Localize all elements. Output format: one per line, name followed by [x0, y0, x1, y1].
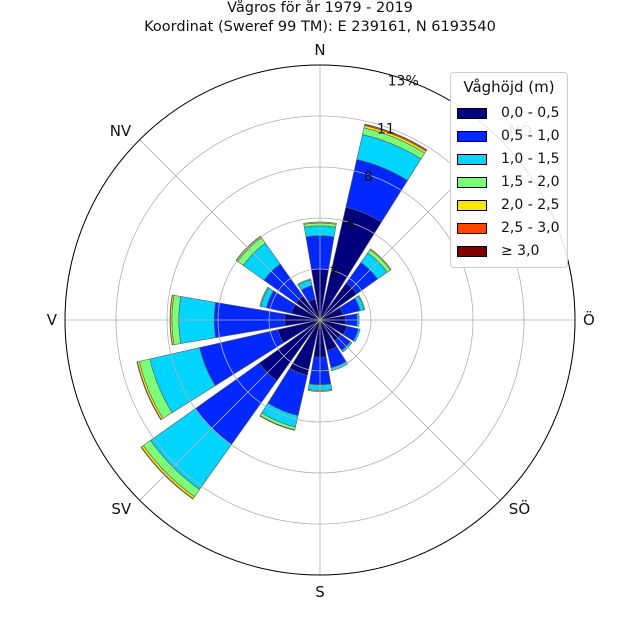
legend-swatch: [457, 108, 487, 119]
legend-swatch: [457, 223, 487, 234]
legend-label: 1,0 - 1,5: [501, 151, 560, 167]
bar-segment: [357, 295, 366, 311]
outer-border: [64, 64, 576, 576]
bar-segment: [307, 389, 333, 392]
bar-segment: [303, 221, 337, 225]
legend-label: 2,5 - 3,0: [501, 220, 560, 236]
chart-title: Vågros för år 1979 - 2019: [227, 0, 413, 16]
bar-segment: [364, 123, 428, 151]
legend-label: 0,5 - 1,0: [501, 128, 560, 144]
compass-label: S: [315, 583, 325, 601]
compass-label: V: [47, 311, 58, 329]
radial-tick-label: 3: [329, 265, 338, 281]
legend-label: 2,0 - 2,5: [501, 197, 560, 213]
radial-tick-label: 13%: [388, 73, 419, 89]
bar-segment: [140, 446, 194, 500]
radial-tick-label: 11: [377, 121, 395, 137]
radial-tick-label: 5: [346, 217, 355, 233]
compass-label: SV: [111, 500, 132, 518]
legend: Våghöjd (m) 0,0 - 0,5 0,5 - 1,0 1,0 - 1,…: [450, 72, 568, 268]
bar-segment: [259, 286, 269, 307]
bar-segment: [352, 328, 361, 343]
bar-segment: [330, 361, 349, 372]
legend-label: 1,5 - 2,0: [501, 174, 560, 190]
grid-spoke: [139, 319, 321, 501]
legend-swatch: [457, 200, 487, 211]
legend-swatch: [457, 177, 487, 188]
bar-segment: [235, 235, 261, 261]
legend-swatch: [457, 246, 487, 257]
legend-label: ≥ 3,0: [501, 243, 540, 259]
legend-title: Våghöjd (m): [463, 78, 555, 96]
bar-segment: [369, 248, 392, 271]
compass-label: Ö: [583, 310, 595, 329]
compass-label: NV: [110, 122, 132, 140]
legend-swatch: [457, 154, 487, 165]
grid-layer: [64, 64, 576, 576]
bar-segment: [169, 294, 173, 346]
legend-swatch: [457, 131, 487, 142]
bar-segment: [259, 415, 296, 431]
bar-segment: [297, 278, 312, 286]
compass-label: N: [314, 41, 325, 59]
grid-spoke: [139, 139, 321, 321]
grid-spoke: [319, 319, 501, 501]
radial-tick-label: 8: [364, 169, 373, 185]
bar-segment: [136, 361, 162, 421]
legend-label: 0,0 - 0,5: [501, 105, 560, 121]
compass-label: SÖ: [509, 499, 530, 518]
chart-subtitle: Koordinat (Sweref 99 TM): E 239161, N 61…: [144, 19, 496, 35]
